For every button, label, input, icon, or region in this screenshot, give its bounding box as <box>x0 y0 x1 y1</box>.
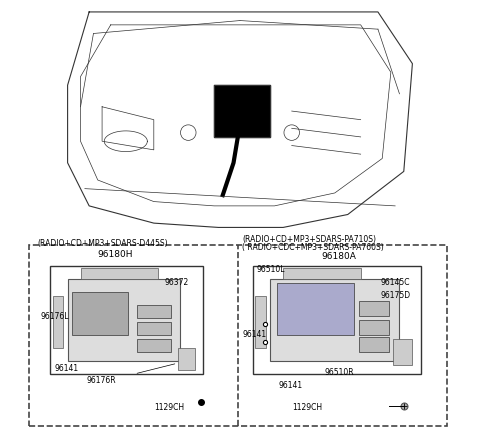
Text: 96510L: 96510L <box>256 264 285 273</box>
Bar <box>68 280 180 361</box>
Bar <box>137 305 171 318</box>
Polygon shape <box>214 86 270 138</box>
Text: 96145C: 96145C <box>380 277 409 286</box>
Bar <box>253 267 421 374</box>
Bar <box>393 340 412 365</box>
Text: 96141: 96141 <box>242 329 267 338</box>
Bar <box>178 348 195 370</box>
Bar <box>276 284 354 335</box>
Bar <box>52 297 63 348</box>
Text: 1129CH: 1129CH <box>154 402 184 411</box>
Text: (RADIO+CD+MP3+SDARS-PA710S): (RADIO+CD+MP3+SDARS-PA710S) <box>242 234 376 243</box>
Bar <box>137 322 171 335</box>
Bar <box>255 297 266 348</box>
Bar <box>283 269 360 280</box>
Bar <box>29 245 447 426</box>
Text: 96141: 96141 <box>55 363 79 372</box>
Bar <box>359 301 389 316</box>
Text: 96176L: 96176L <box>41 312 70 320</box>
Bar <box>137 340 171 353</box>
Text: 96175D: 96175D <box>380 290 410 299</box>
Text: 96510R: 96510R <box>324 368 354 376</box>
Text: 96180H: 96180H <box>97 249 133 258</box>
Text: 96372: 96372 <box>165 277 189 286</box>
Text: 96176R: 96176R <box>87 375 117 384</box>
Text: 96180A: 96180A <box>322 251 357 260</box>
Bar <box>81 269 158 280</box>
Text: ( RADIO+CDC+MP3+SDARS-PA760S): ( RADIO+CDC+MP3+SDARS-PA760S) <box>242 243 384 252</box>
Bar <box>270 280 399 361</box>
Bar <box>359 338 389 353</box>
Text: (RADIO+CD+MP3+SDARS-D445S): (RADIO+CD+MP3+SDARS-D445S) <box>37 238 168 247</box>
Text: 1129CH: 1129CH <box>292 402 322 411</box>
Text: 96141: 96141 <box>279 381 303 389</box>
Bar <box>50 267 204 374</box>
Bar <box>359 320 389 335</box>
Bar <box>72 292 128 335</box>
